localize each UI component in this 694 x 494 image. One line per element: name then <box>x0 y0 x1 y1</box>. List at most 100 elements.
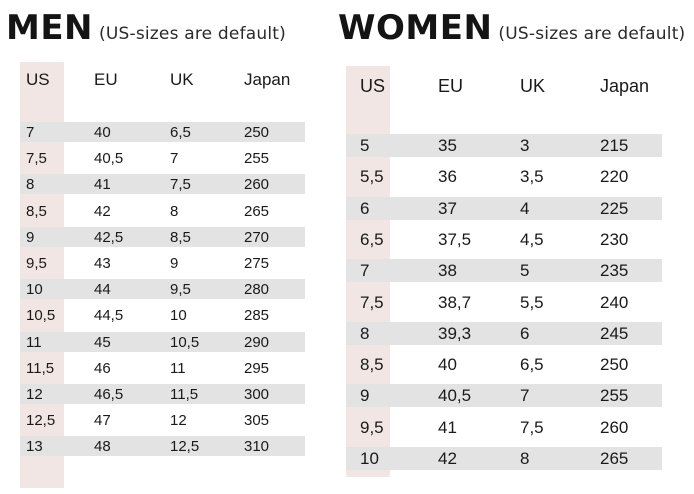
men-cell-us: 10 <box>26 281 43 299</box>
women-cell-eu: 40,5 <box>438 386 472 406</box>
men-cell-uk: 12,5 <box>170 438 200 456</box>
women-cell-eu: 35 <box>438 136 457 155</box>
women-header-eu: EU <box>438 76 464 96</box>
women-cell-uk: 5 <box>520 261 530 281</box>
women-cell-us: 7 <box>360 261 370 281</box>
women-cell-us: 6 <box>360 198 370 218</box>
women-row-stripe <box>346 447 662 470</box>
men-cell-uk: 10,5 <box>170 333 200 351</box>
men-cell-us: 12,5 <box>26 412 56 430</box>
women-cell-eu: 38 <box>438 261 457 281</box>
women-row-stripe <box>346 134 662 157</box>
men-row-stripe <box>20 279 305 300</box>
women-cell-japan: 240 <box>600 292 629 312</box>
women-cell-japan: 245 <box>600 323 629 343</box>
women-cell-us: 7,5 <box>360 292 384 312</box>
women-cell-us: 9,5 <box>360 417 384 437</box>
men-cell-japan: 300 <box>244 386 270 403</box>
men-cell-japan: 260 <box>244 176 270 194</box>
men-cell-uk: 8,5 <box>170 228 191 246</box>
women-cell-us: 5,5 <box>360 167 384 187</box>
men-cell-japan: 280 <box>244 281 270 299</box>
women-cell-us: 10 <box>360 449 379 468</box>
men-cell-japan: 290 <box>244 333 270 351</box>
women-heading: WOMEN <box>338 8 493 48</box>
men-cell-uk: 9,5 <box>170 281 191 299</box>
women-row-stripe <box>346 384 662 408</box>
women-row-stripe <box>346 259 662 283</box>
women-cell-uk: 6 <box>520 323 530 343</box>
women-cell-eu: 37 <box>438 198 457 218</box>
women-cell-japan: 255 <box>600 386 629 406</box>
men-cell-eu: 48 <box>94 438 111 456</box>
men-cell-us: 9,5 <box>26 255 47 272</box>
men-cell-us: 10,5 <box>26 307 56 325</box>
men-cell-eu: 42 <box>94 202 111 220</box>
men-row-stripe <box>20 226 305 247</box>
women-cell-us: 8 <box>360 323 370 343</box>
women-cell-japan: 260 <box>600 417 629 437</box>
men-cell-uk: 7 <box>170 150 179 168</box>
men-cell-japan: 305 <box>244 412 270 430</box>
men-cell-us: 11,5 <box>26 359 55 377</box>
men-cell-uk: 6,5 <box>170 124 191 141</box>
men-cell-japan: 310 <box>244 438 270 456</box>
women-cell-japan: 265 <box>600 449 629 468</box>
women-cell-uk: 7 <box>520 386 530 406</box>
women-title: WOMEN (US-sizes are default) <box>338 8 685 48</box>
men-cell-us: 7,5 <box>26 150 47 168</box>
men-cell-eu: 40,5 <box>94 150 124 168</box>
men-row-stripe <box>20 436 305 457</box>
men-cell-us: 7 <box>26 124 35 141</box>
men-row-stripe <box>20 331 305 352</box>
women-cell-japan: 230 <box>600 229 629 249</box>
women-cell-us: 9 <box>360 386 370 406</box>
women-cell-uk: 3,5 <box>520 167 544 187</box>
women-cell-uk: 8 <box>520 449 530 468</box>
women-cell-eu: 38,7 <box>438 292 472 312</box>
men-cell-japan: 270 <box>244 228 270 246</box>
women-cell-uk: 6,5 <box>520 355 544 375</box>
men-cell-japan: 285 <box>244 307 270 325</box>
men-header-us: US <box>26 70 50 89</box>
women-cell-japan: 235 <box>600 261 629 281</box>
women-cell-eu: 40 <box>438 355 457 375</box>
men-cell-eu: 44,5 <box>94 307 124 325</box>
women-cell-eu: 39,3 <box>438 323 472 343</box>
women-header-uk: UK <box>520 76 546 96</box>
men-cell-japan: 255 <box>244 150 270 168</box>
men-header-japan: Japan <box>244 70 291 89</box>
men-cell-eu: 40 <box>94 124 111 141</box>
women-cell-eu: 36 <box>438 167 457 187</box>
men-cell-eu: 44 <box>94 281 111 299</box>
men-cell-eu: 41 <box>94 176 111 194</box>
men-cell-uk: 9 <box>170 255 179 272</box>
men-header-uk: UK <box>170 70 194 89</box>
men-cell-japan: 275 <box>244 255 270 272</box>
men-cell-us: 12 <box>26 386 43 403</box>
men-heading: MEN <box>6 8 94 48</box>
men-cell-us: 11 <box>26 333 42 351</box>
men-cell-eu: 45 <box>94 333 111 351</box>
men-cell-uk: 8 <box>170 202 179 220</box>
men-cell-eu: 47 <box>94 412 111 430</box>
women-cell-eu: 37,5 <box>438 229 472 249</box>
men-cell-uk: 12 <box>170 412 187 430</box>
women-cell-uk: 3 <box>520 136 530 155</box>
women-cell-uk: 4 <box>520 198 530 218</box>
women-cell-us: 6,5 <box>360 229 384 249</box>
men-title: MEN (US-sizes are default) <box>6 8 286 48</box>
women-header-japan: Japan <box>600 76 650 96</box>
men-cell-us: 13 <box>26 438 43 456</box>
women-row-stripe <box>346 321 662 345</box>
men-cell-eu: 46 <box>94 359 111 377</box>
men-cell-japan: 295 <box>244 359 270 377</box>
men-cell-us: 8 <box>26 176 35 194</box>
women-note: (US-sizes are default) <box>498 24 686 44</box>
women-cell-uk: 5,5 <box>520 292 544 312</box>
women-cell-us: 5 <box>360 136 370 155</box>
men-cell-uk: 10 <box>170 307 187 325</box>
men-cell-japan: 250 <box>244 124 270 141</box>
men-header-eu: EU <box>94 70 118 89</box>
women-cell-eu: 42 <box>438 449 457 468</box>
